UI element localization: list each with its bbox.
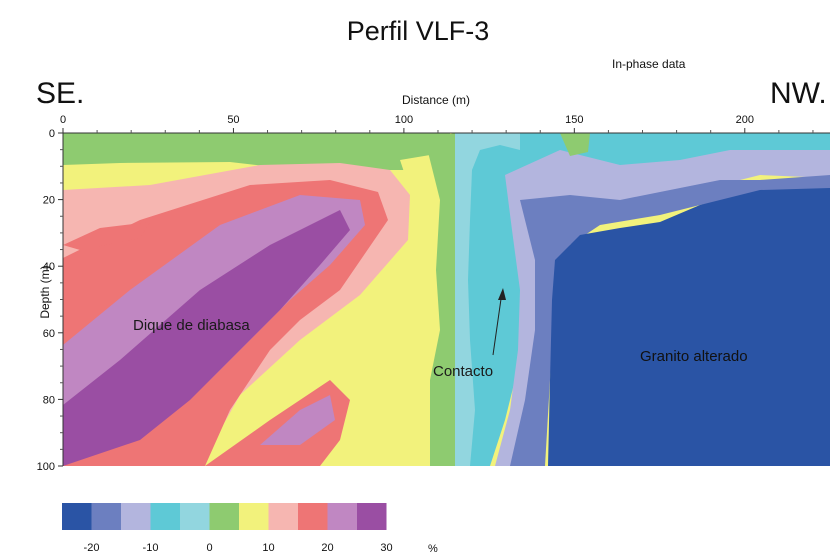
zone-lobe-purple <box>260 395 335 445</box>
y-tick-label: 0 <box>49 128 55 140</box>
colorbar-unit: % <box>428 543 438 555</box>
zone-pink-upperleft <box>63 222 150 250</box>
colorbar-swatch <box>327 503 357 530</box>
annotation-granite: Granito alterado <box>640 348 748 365</box>
colorbar-tick-label: 10 <box>262 542 274 554</box>
x-tick-label: 50 <box>227 114 239 126</box>
zone-green-column <box>425 133 455 466</box>
colorbar-swatch <box>268 503 298 530</box>
colorbar-swatch <box>298 503 328 530</box>
x-tick-label: 150 <box>565 114 583 126</box>
zone-granite <box>548 188 830 466</box>
y-tick-label: 60 <box>43 328 55 340</box>
y-tick-label: 100 <box>37 461 55 473</box>
x-axis-label: Distance (m) <box>402 93 471 107</box>
y-tick-label: 40 <box>43 261 55 273</box>
annotation-contact: Contacto <box>433 363 493 380</box>
contact-arrow-head <box>498 288 506 300</box>
colorbar-tick-label: 20 <box>321 542 333 554</box>
chart-title: Perfil VLF-3 <box>346 16 490 46</box>
left-end-label: SE. <box>36 77 85 110</box>
colorbar-swatch <box>150 503 180 530</box>
colorbar: -20 -10 0 10 20 30 <box>62 503 393 554</box>
colorbar-tick-label: -20 <box>84 542 100 554</box>
x-tick-label: 200 <box>736 114 754 126</box>
right-end-label: NW. <box>770 77 827 110</box>
colorbar-tick-label: -10 <box>143 542 159 554</box>
zone-contact-cyan <box>468 145 525 466</box>
colorbar-tick-label: 0 <box>206 542 212 554</box>
zone-dike-core <box>63 210 350 466</box>
zone-top-green <box>63 133 450 170</box>
contact-arrow-line <box>492 291 503 356</box>
colorbar-swatch <box>180 503 210 530</box>
colorbar-swatch <box>239 503 269 530</box>
annotation-dike: Dique de diabasa <box>133 317 250 334</box>
colorbar-swatch <box>209 503 239 530</box>
colorbar-swatch <box>62 503 92 530</box>
colorbar-swatch <box>91 503 121 530</box>
heatmap-field <box>63 133 830 466</box>
chart-subtitle: In-phase data <box>612 57 686 71</box>
x-tick-label: 0 <box>60 114 66 126</box>
colorbar-swatch <box>121 503 151 530</box>
y-tick-label: 80 <box>43 394 55 406</box>
zone-lobe-red <box>205 380 350 466</box>
colorbar-tick-label: 30 <box>380 542 392 554</box>
zone-green-tip <box>560 133 590 156</box>
zone-upper-midpurple <box>510 175 830 466</box>
y-tick-label: 20 <box>43 195 55 207</box>
x-tick-label: 100 <box>395 114 413 126</box>
zone-cyan-tip <box>458 133 470 160</box>
colorbar-swatch <box>357 503 387 530</box>
